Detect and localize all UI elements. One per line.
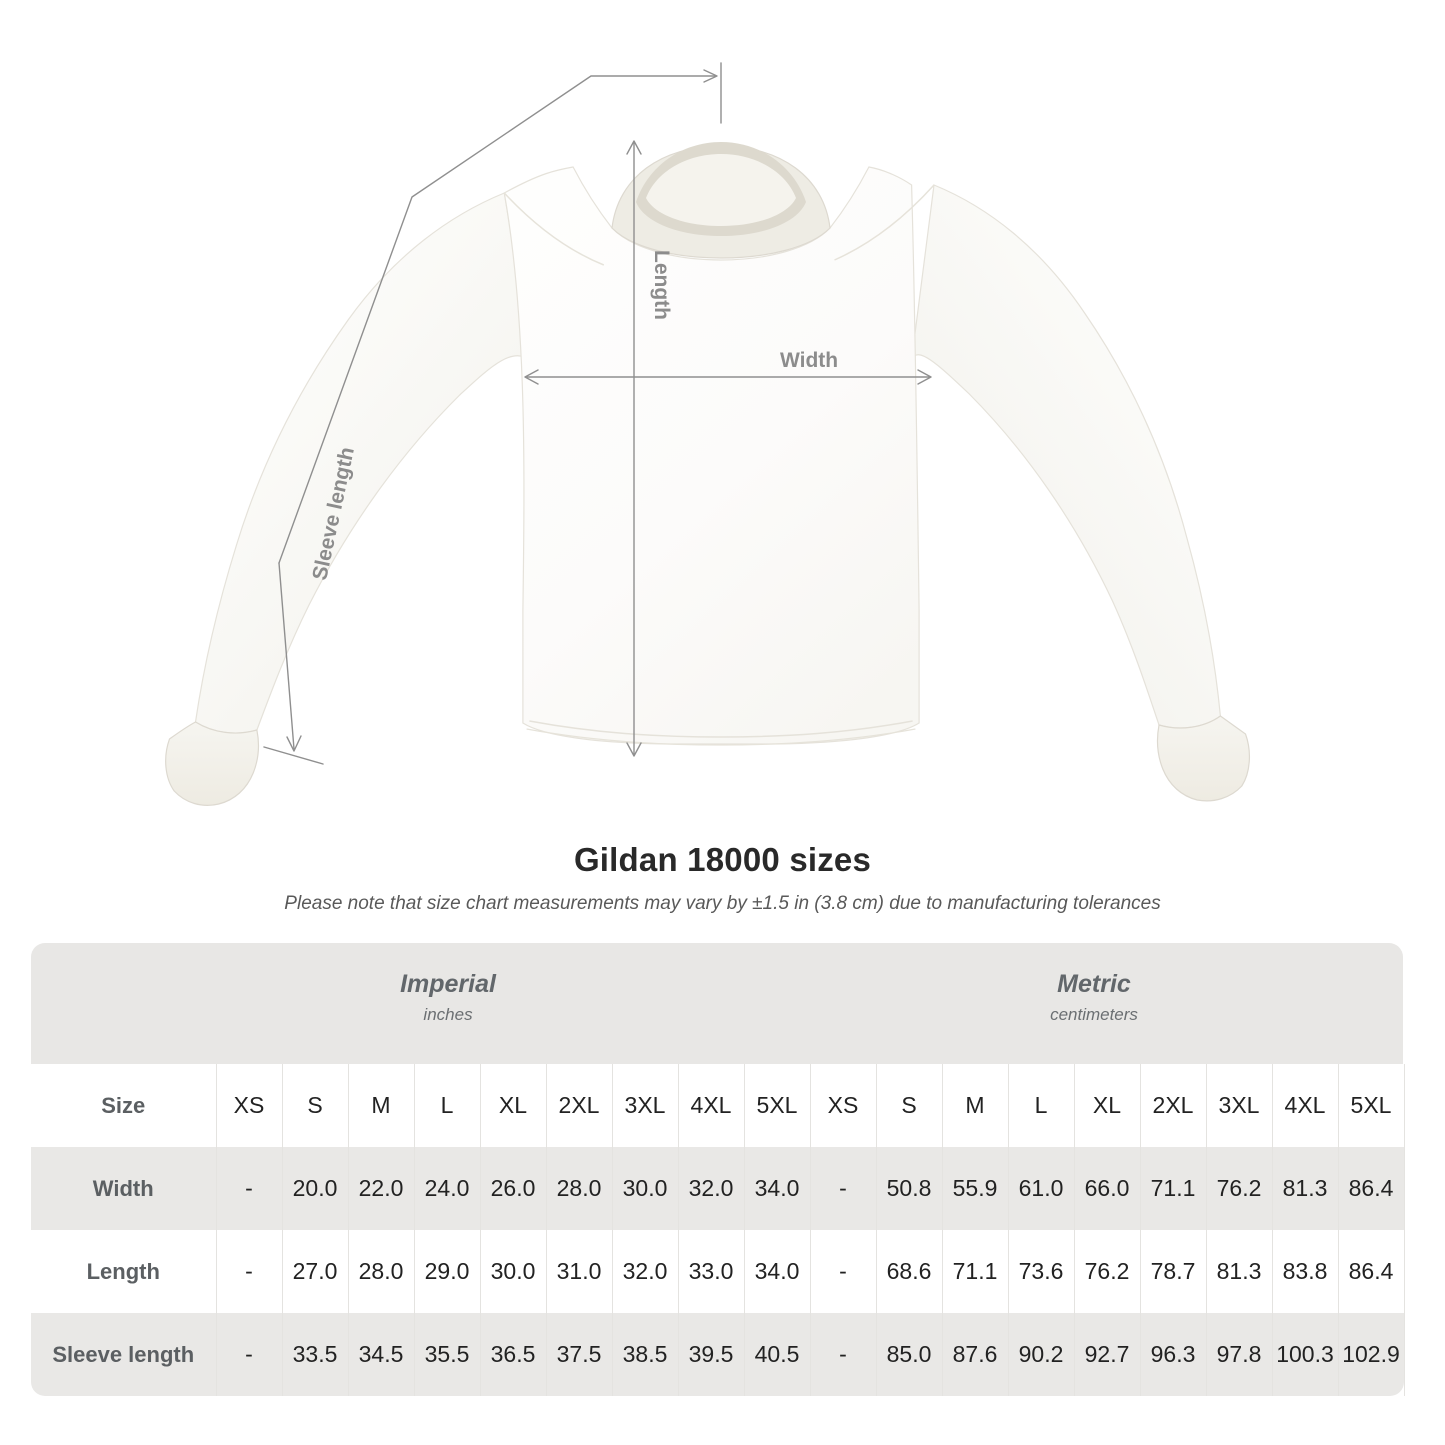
svg-text:Width: Width	[780, 349, 838, 372]
svg-text:Length: Length	[650, 250, 673, 320]
svg-text:Sleeve length: Sleeve length	[308, 445, 359, 582]
